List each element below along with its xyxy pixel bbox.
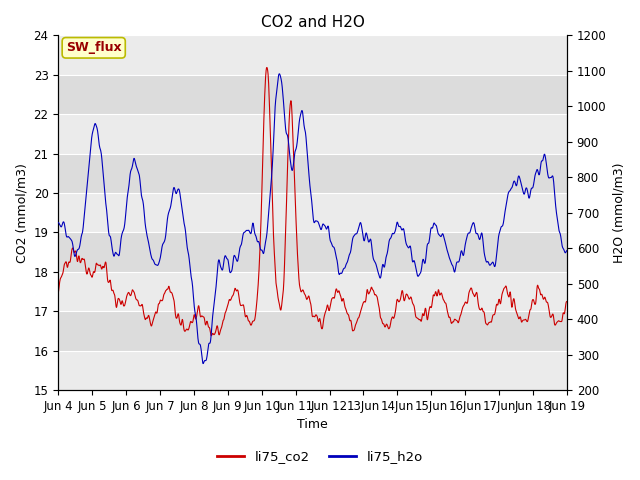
X-axis label: Time: Time <box>297 419 328 432</box>
Legend: li75_co2, li75_h2o: li75_co2, li75_h2o <box>212 445 428 468</box>
Bar <box>58 312 567 351</box>
Bar <box>58 154 567 193</box>
Bar <box>58 193 567 232</box>
Bar <box>58 75 567 114</box>
Y-axis label: H2O (mmol/m3): H2O (mmol/m3) <box>612 162 625 263</box>
Bar <box>58 351 567 390</box>
Bar <box>58 36 567 75</box>
Text: SW_flux: SW_flux <box>66 41 122 54</box>
Bar <box>58 272 567 312</box>
Bar <box>58 114 567 154</box>
Title: CO2 and H2O: CO2 and H2O <box>260 15 365 30</box>
Bar <box>58 232 567 272</box>
Y-axis label: CO2 (mmol/m3): CO2 (mmol/m3) <box>15 163 28 263</box>
